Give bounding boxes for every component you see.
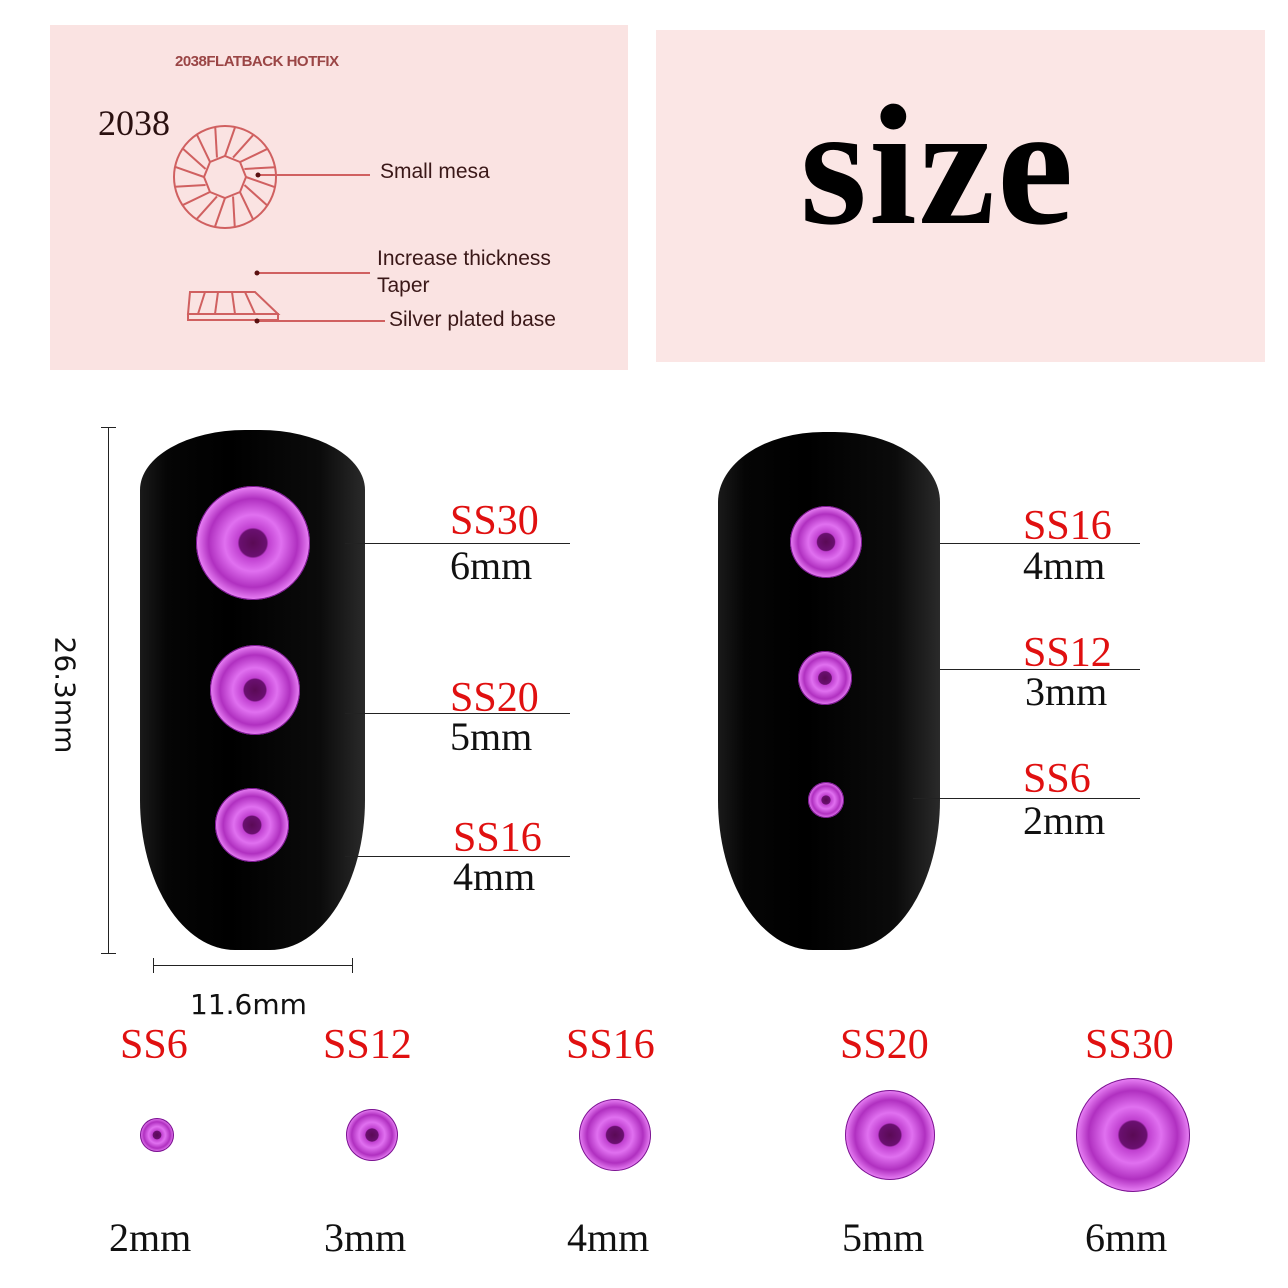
model-number: 2038 (98, 103, 170, 143)
pointer-line (345, 856, 570, 857)
bottom-size-mm: 6mm (1085, 1215, 1168, 1260)
gem-ss16 (215, 788, 289, 862)
bottom-size-code: SS6 (120, 1022, 188, 1068)
width-dimension-line (153, 965, 352, 966)
gem-ss30 (196, 486, 310, 600)
pointer-line (913, 798, 1140, 799)
width-label: 11.6mm (190, 988, 307, 1021)
dimension-tick (101, 427, 116, 428)
bottom-size-code: SS16 (566, 1022, 655, 1068)
size-mm: 3mm (1025, 669, 1108, 714)
label-taper: Taper (377, 274, 430, 297)
size-code: SS12 (1023, 630, 1112, 676)
size-code: SS20 (450, 675, 539, 721)
size-mm: 4mm (1023, 543, 1106, 588)
size-mm: 4mm (453, 854, 536, 899)
label-silver-plated-base: Silver plated base (389, 308, 556, 331)
gem-ss12 (798, 651, 852, 705)
size-code: SS6 (1023, 756, 1091, 802)
bottom-size-mm: 2mm (109, 1215, 192, 1260)
heading-panel (656, 30, 1265, 362)
diagram-subtitle: 2038FLATBACK HOTFIX (175, 53, 339, 70)
bottom-size-code: SS12 (323, 1022, 412, 1068)
dimension-tick (352, 958, 353, 973)
bottom-gem-ss6 (140, 1118, 174, 1152)
diagram-panel (50, 25, 628, 370)
bottom-size-code: SS30 (1085, 1022, 1174, 1068)
height-dimension-line (108, 427, 109, 953)
gem-ss6 (808, 782, 844, 818)
bottom-size-mm: 3mm (324, 1215, 407, 1260)
bottom-size-mm: 4mm (567, 1215, 650, 1260)
size-heading: size (800, 71, 1076, 261)
size-mm: 5mm (450, 714, 533, 759)
size-mm: 2mm (1023, 798, 1106, 843)
bottom-gem-ss12 (346, 1109, 398, 1161)
size-mm: 6mm (450, 543, 533, 588)
dimension-tick (101, 953, 116, 954)
bottom-size-mm: 5mm (842, 1215, 925, 1260)
gem-ss16 (790, 506, 862, 578)
label-increase-thickness: Increase thickness (377, 247, 551, 270)
height-label: 26.3mm (48, 636, 82, 754)
pointer-line (940, 669, 1140, 670)
pointer-line (940, 543, 1140, 544)
bottom-gem-ss30 (1076, 1078, 1190, 1192)
bottom-gem-ss16 (579, 1099, 651, 1171)
bottom-size-code: SS20 (840, 1022, 929, 1068)
size-code: SS16 (1023, 503, 1112, 549)
bottom-gem-ss20 (845, 1090, 935, 1180)
dimension-tick (153, 958, 154, 973)
label-small-mesa: Small mesa (380, 160, 490, 183)
pointer-line (345, 543, 570, 544)
gem-ss20 (210, 645, 300, 735)
size-code: SS16 (453, 815, 542, 861)
size-code: SS30 (450, 498, 539, 544)
rhinestone-diagram (173, 125, 385, 324)
pointer-line (345, 713, 570, 714)
